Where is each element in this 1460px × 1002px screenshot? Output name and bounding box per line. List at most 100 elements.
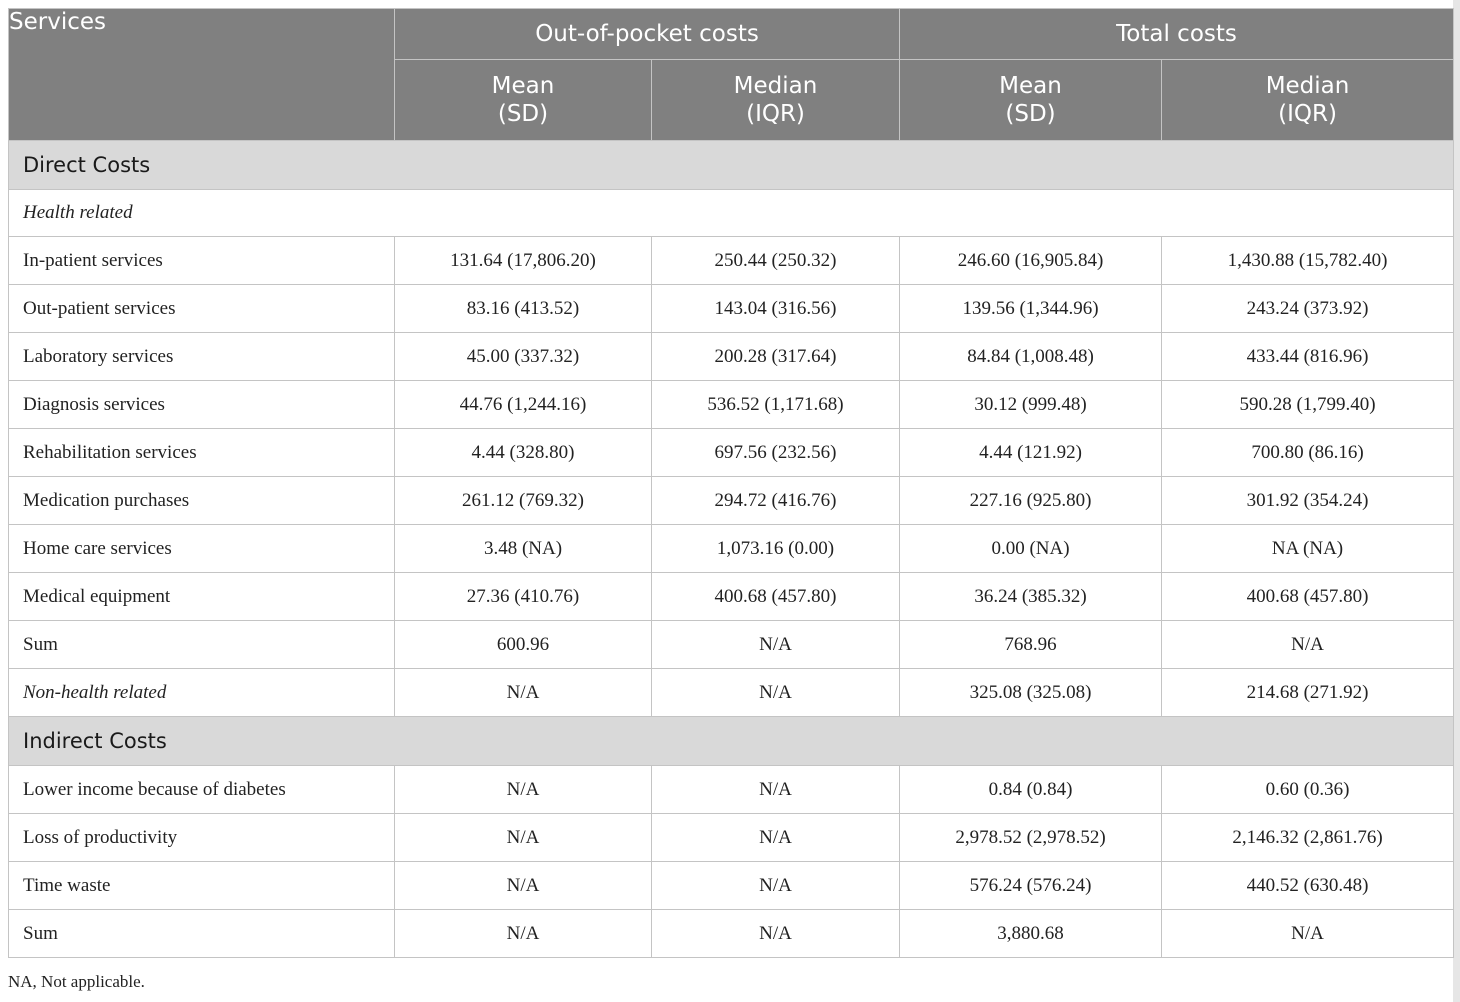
- subsection-title: Health related: [7, 189, 1455, 237]
- table-row: Medical equipment 27.36 (410.76) 400.68 …: [8, 572, 1455, 621]
- cell-value: 200.28 (317.64): [650, 332, 901, 381]
- cell-value: 400.68 (457.80): [650, 572, 901, 621]
- cell-value: 45.00 (337.32): [394, 332, 652, 381]
- header-row-stats: Mean (SD) Median (IQR) Mean (SD) Median …: [9, 59, 1455, 141]
- table-row: Laboratory services 45.00 (337.32) 200.2…: [8, 332, 1455, 381]
- oop-mean-header: Mean (SD): [394, 59, 652, 141]
- cell-value: 131.64 (17,806.20): [394, 236, 652, 285]
- services-column-header: Services: [8, 8, 395, 141]
- out-of-pocket-header: Out-of-pocket costs: [393, 8, 901, 60]
- total-median-header: Median (IQR): [1161, 59, 1455, 141]
- table-footnote: NA, Not applicable.: [8, 972, 145, 991]
- table-row: Out-patient services 83.16 (413.52) 143.…: [8, 284, 1455, 333]
- cell-value: N/A: [1161, 909, 1455, 958]
- row-label: Sum: [8, 620, 395, 669]
- cell-value: N/A: [650, 668, 901, 717]
- cell-value: 1,430.88 (15,782.40): [1161, 236, 1455, 285]
- cell-value: 227.16 (925.80): [899, 476, 1163, 525]
- cell-value: 27.36 (410.76): [394, 572, 652, 621]
- table-row: In-patient services 131.64 (17,806.20) 2…: [8, 236, 1455, 285]
- cell-value: 590.28 (1,799.40): [1161, 380, 1455, 429]
- cell-value: N/A: [394, 813, 652, 862]
- table-row-sum: Sum N/A N/A 3,880.68 N/A: [8, 909, 1455, 958]
- section-title: Direct Costs: [7, 140, 1455, 190]
- health-related-subsection: Health related: [7, 189, 1455, 237]
- table-row: Medication purchases 261.12 (769.32) 294…: [8, 476, 1455, 525]
- table-row-sum: Sum 600.96 N/A 768.96 N/A: [8, 620, 1455, 669]
- sub-header-line2: (SD): [497, 101, 549, 127]
- total-mean-header: Mean (SD): [899, 59, 1163, 141]
- direct-costs-section: Direct Costs: [7, 140, 1455, 190]
- table-row: Rehabilitation services 4.44 (328.80) 69…: [8, 428, 1455, 477]
- cell-value: 697.56 (232.56): [650, 428, 901, 477]
- table-row: Home care services 3.48 (NA) 1,073.16 (0…: [8, 524, 1455, 573]
- row-label: Laboratory services: [8, 332, 395, 381]
- cell-value: 261.12 (769.32): [394, 476, 652, 525]
- cell-value: 2,978.52 (2,978.52): [899, 813, 1163, 862]
- cell-value: 250.44 (250.32): [650, 236, 901, 285]
- cell-value: 4.44 (328.80): [394, 428, 652, 477]
- sub-header-line1: Median: [1265, 73, 1350, 99]
- row-label: In-patient services: [8, 236, 395, 285]
- cell-value: 4.44 (121.92): [899, 428, 1163, 477]
- cell-value: 44.76 (1,244.16): [394, 380, 652, 429]
- sub-header-line2: (IQR): [1278, 101, 1337, 127]
- row-label: Medical equipment: [8, 572, 395, 621]
- cell-value: 400.68 (457.80): [1161, 572, 1455, 621]
- row-label: Medication purchases: [8, 476, 395, 525]
- costs-table: Services Out-of-pocket costs Total costs…: [7, 8, 1455, 958]
- row-label: Diagnosis services: [8, 380, 395, 429]
- cell-value: NA (NA): [1161, 524, 1455, 573]
- row-label: Out-patient services: [8, 284, 395, 333]
- cell-value: 36.24 (385.32): [899, 572, 1163, 621]
- cell-value: N/A: [394, 668, 652, 717]
- section-title: Indirect Costs: [7, 716, 1455, 766]
- cell-value: 0.84 (0.84): [899, 765, 1163, 814]
- cell-value: 576.24 (576.24): [899, 861, 1163, 910]
- cell-value: 440.52 (630.48): [1161, 861, 1455, 910]
- row-label: Sum: [8, 909, 395, 958]
- row-label: Rehabilitation services: [8, 428, 395, 477]
- oop-median-header: Median (IQR): [650, 59, 901, 141]
- table-row: Diagnosis services 44.76 (1,244.16) 536.…: [8, 380, 1455, 429]
- cell-value: N/A: [394, 861, 652, 910]
- row-label: Lower income because of diabetes: [8, 765, 395, 814]
- sub-header-line1: Median: [733, 73, 818, 99]
- cell-value: 84.84 (1,008.48): [899, 332, 1163, 381]
- cell-value: N/A: [650, 861, 901, 910]
- table-row: Loss of productivity N/A N/A 2,978.52 (2…: [8, 813, 1455, 862]
- cell-value: 0.00 (NA): [899, 524, 1163, 573]
- total-costs-header: Total costs: [899, 8, 1455, 60]
- cell-value: 768.96: [899, 620, 1163, 669]
- row-label: Home care services: [8, 524, 395, 573]
- cell-value: 30.12 (999.48): [899, 380, 1163, 429]
- cell-value: 83.16 (413.52): [394, 284, 652, 333]
- cell-value: 3,880.68: [899, 909, 1163, 958]
- cell-value: N/A: [1161, 620, 1455, 669]
- non-health-related-row: Non-health related N/A N/A 325.08 (325.0…: [8, 668, 1455, 717]
- cell-value: 246.60 (16,905.84): [899, 236, 1163, 285]
- header-row-groups: Services Out-of-pocket costs Total costs: [8, 8, 1455, 141]
- cell-value: 139.56 (1,344.96): [899, 284, 1163, 333]
- cell-value: 600.96: [394, 620, 652, 669]
- cell-value: N/A: [394, 765, 652, 814]
- cell-value: 294.72 (416.76): [650, 476, 901, 525]
- cell-value: 1,073.16 (0.00): [650, 524, 901, 573]
- cell-value: 433.44 (816.96): [1161, 332, 1455, 381]
- cell-value: N/A: [650, 620, 901, 669]
- cell-value: 143.04 (316.56): [650, 284, 901, 333]
- cell-value: 2,146.32 (2,861.76): [1161, 813, 1455, 862]
- cell-value: 700.80 (86.16): [1161, 428, 1455, 477]
- cell-value: 243.24 (373.92): [1161, 284, 1455, 333]
- cell-value: 3.48 (NA): [394, 524, 652, 573]
- sub-header-line1: Mean: [491, 73, 555, 99]
- sub-header-line2: (IQR): [746, 101, 805, 127]
- cell-value: N/A: [650, 813, 901, 862]
- row-label: Loss of productivity: [8, 813, 395, 862]
- table-row: Lower income because of diabetes N/A N/A…: [8, 765, 1455, 814]
- cell-value: N/A: [394, 909, 652, 958]
- sub-header-line1: Mean: [999, 73, 1062, 99]
- table-row: Time waste N/A N/A 576.24 (576.24) 440.5…: [8, 861, 1455, 910]
- cell-value: 536.52 (1,171.68): [650, 380, 901, 429]
